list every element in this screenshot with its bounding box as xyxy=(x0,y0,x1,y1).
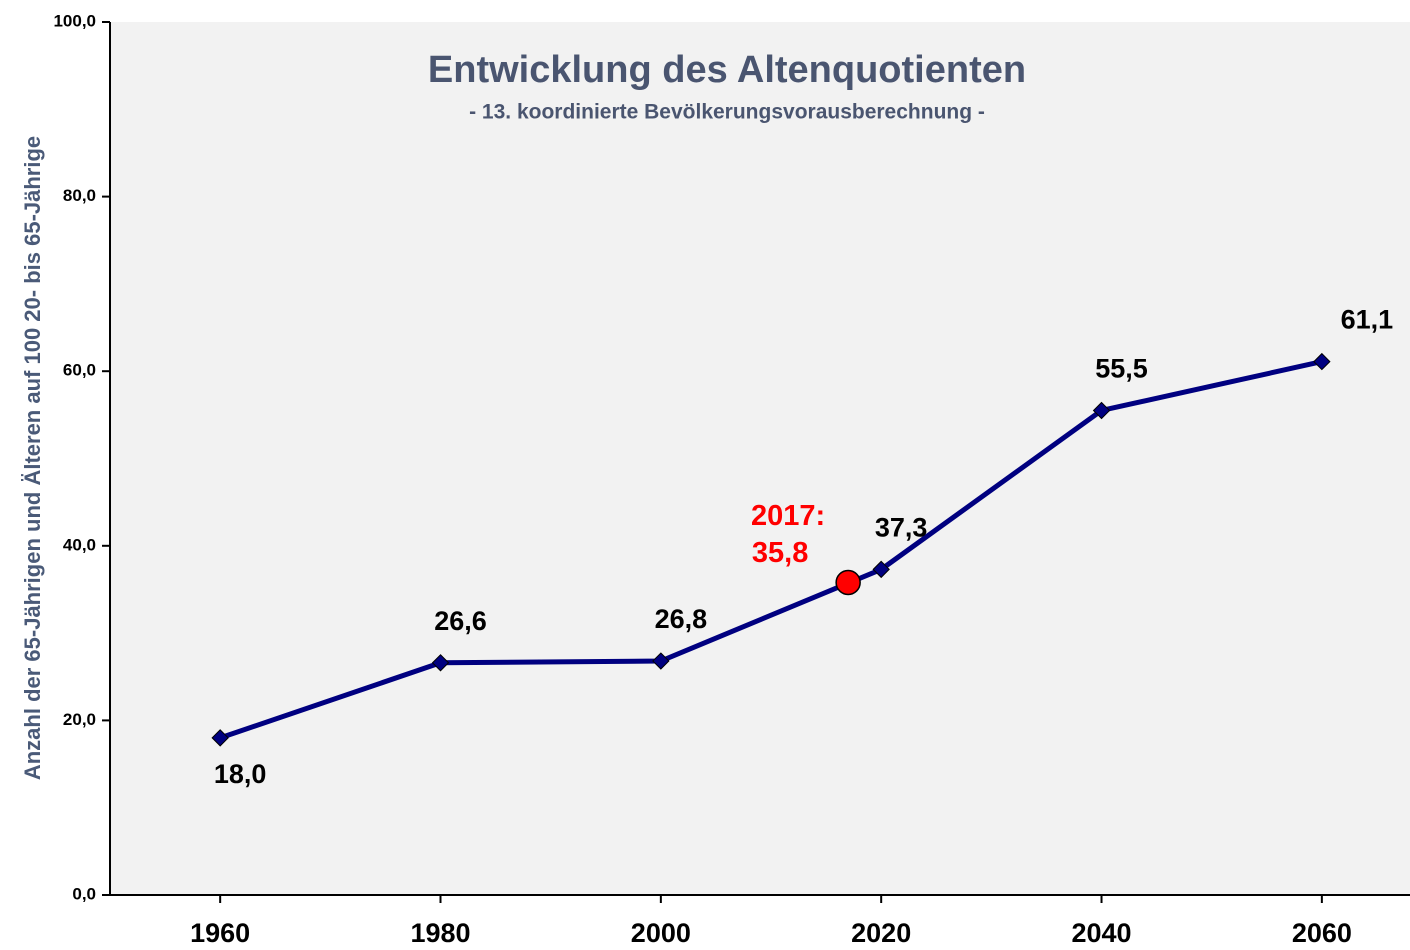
y-tick-label: 0,0 xyxy=(72,884,96,903)
data-label: 55,5 xyxy=(1095,354,1148,384)
data-point xyxy=(1313,352,1331,371)
data-point xyxy=(652,652,670,670)
y-tick-label: 100,0 xyxy=(53,11,96,30)
data-point xyxy=(431,654,450,672)
y-tick-label: 40,0 xyxy=(63,535,96,554)
highlight-value-label: 35,8 xyxy=(752,537,808,569)
x-tick-label: 2060 xyxy=(1292,918,1352,948)
data-label: 61,1 xyxy=(1341,305,1394,335)
data-point xyxy=(211,729,229,747)
y-tick-label: 20,0 xyxy=(63,710,96,729)
data-point xyxy=(1092,401,1111,420)
data-label: 26,8 xyxy=(655,604,708,634)
data-label: 26,6 xyxy=(434,606,487,636)
data-point xyxy=(872,560,890,579)
x-tick-label: 2000 xyxy=(631,918,691,948)
y-tick-label: 80,0 xyxy=(63,186,96,205)
highlight-label: 2017: xyxy=(751,500,825,532)
x-tick-label: 1980 xyxy=(410,918,470,948)
chart-title: Entwicklung des Altenquotienten xyxy=(428,49,1026,91)
y-axis-label: Anzahl der 65-Jährigen und Älteren auf 1… xyxy=(20,136,45,780)
data-label: 37,3 xyxy=(875,512,928,542)
x-tick-label: 1960 xyxy=(190,918,250,948)
series-line xyxy=(219,359,1323,741)
x-tick-label: 2040 xyxy=(1071,918,1131,948)
chart-subtitle: - 13. koordinierte Bevölkerungsvorausber… xyxy=(469,101,985,124)
y-tick-label: 60,0 xyxy=(63,361,96,380)
data-label: 18,0 xyxy=(214,759,267,789)
highlight-point xyxy=(835,569,861,596)
plot-area xyxy=(110,22,1410,895)
x-tick-label: 2020 xyxy=(851,918,911,948)
